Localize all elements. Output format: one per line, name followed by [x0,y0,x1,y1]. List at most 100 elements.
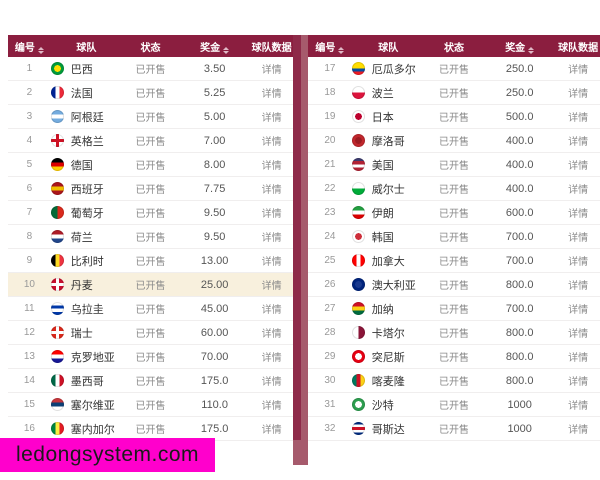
table-row[interactable]: 22 威尔士 已开售 400.0 详情 [308,177,600,201]
detail-link[interactable]: 详情 [568,328,589,340]
prize-value: 5.00 [203,110,226,123]
status-text: 已开售 [135,65,166,76]
detail-cell: 详情 [250,348,293,366]
scrollbar-thumb[interactable] [293,35,301,440]
table-row[interactable]: 2 法国 已开售 5.25 详情 [8,81,293,105]
table-row[interactable]: 21 美国 已开售 400.0 详情 [308,153,600,177]
detail-cell: 详情 [250,324,293,342]
table-row[interactable]: 7 葡萄牙 已开售 9.50 详情 [8,201,293,225]
team-name: 加纳 [371,303,394,316]
detail-link[interactable]: 详情 [568,136,589,148]
table-row[interactable]: 25 加拿大 已开售 700.0 详情 [308,249,600,273]
detail-link[interactable]: 详情 [568,88,589,100]
table-row[interactable]: 11 乌拉圭 已开售 45.00 详情 [8,297,293,321]
table-row[interactable]: 24 韩国 已开售 700.0 详情 [308,225,600,249]
detail-link[interactable]: 详情 [261,232,282,244]
sort-icon[interactable] [37,46,44,54]
table-row[interactable]: 15 塞尔维亚 已开售 110.0 详情 [8,393,293,417]
prize-value: 700.0 [505,254,534,267]
detail-link[interactable]: 详情 [568,280,589,292]
detail-link[interactable]: 详情 [568,304,589,316]
table-row[interactable]: 19 日本 已开售 500.0 详情 [308,105,600,129]
detail-link[interactable]: 详情 [261,208,282,220]
status-text: 已开售 [135,185,166,196]
table-row[interactable]: 17 厄瓜多尔 已开售 250.0 详情 [308,57,600,81]
table-row[interactable]: 13 克罗地亚 已开售 70.00 详情 [8,345,293,369]
detail-link[interactable]: 详情 [568,424,589,436]
table-row[interactable]: 8 荷兰 已开售 9.50 详情 [8,225,293,249]
detail-link[interactable]: 详情 [261,136,282,148]
table-row[interactable]: 29 突尼斯 已开售 800.0 详情 [308,345,600,369]
row-id: 20 [324,135,336,146]
table-row[interactable]: 3 阿根廷 已开售 5.00 详情 [8,105,293,129]
table-row[interactable]: 9 比利时 已开售 13.00 详情 [8,249,293,273]
sort-icon[interactable] [223,46,230,54]
column-header-prize[interactable]: 奖金 [483,39,556,54]
team-cell: 比利时 [50,253,122,269]
detail-link[interactable]: 详情 [261,424,282,436]
status-text: 已开售 [135,281,166,292]
detail-link[interactable]: 详情 [261,112,282,124]
detail-link[interactable]: 详情 [261,376,282,388]
detail-link[interactable]: 详情 [568,352,589,364]
table-row[interactable]: 30 喀麦隆 已开售 800.0 详情 [308,369,600,393]
detail-link[interactable]: 详情 [261,160,282,172]
team-cell: 沙特 [351,397,425,413]
detail-link[interactable]: 详情 [568,160,589,172]
detail-cell: 详情 [556,108,600,126]
prize-value: 250.0 [505,62,534,75]
detail-link[interactable]: 详情 [261,304,282,316]
prize-value: 400.0 [505,158,534,171]
table-row[interactable]: 1 巴西 已开售 3.50 详情 [8,57,293,81]
table-row[interactable]: 18 波兰 已开售 250.0 详情 [308,81,600,105]
team-name: 荷兰 [70,231,93,244]
table-row[interactable]: 6 西班牙 已开售 7.75 详情 [8,177,293,201]
detail-link[interactable]: 详情 [261,88,282,100]
table-scrollbar[interactable] [293,35,308,465]
team-flag-icon [50,62,64,75]
sort-icon[interactable] [528,46,535,54]
table-row[interactable]: 14 墨西哥 已开售 175.0 详情 [8,369,293,393]
detail-link[interactable]: 详情 [261,400,282,412]
table-row[interactable]: 26 澳大利亚 已开售 800.0 详情 [308,273,600,297]
detail-link[interactable]: 详情 [261,352,282,364]
detail-link[interactable]: 详情 [568,256,589,268]
table-row[interactable]: 28 卡塔尔 已开售 800.0 详情 [308,321,600,345]
table-row[interactable]: 32 哥斯达 已开售 1000 详情 [308,417,600,441]
column-header-id[interactable]: 编号 [308,39,352,54]
table-row[interactable]: 23 伊朗 已开售 600.0 详情 [308,201,600,225]
table-row[interactable]: 5 德国 已开售 8.00 详情 [8,153,293,177]
team-name: 沙特 [371,399,394,412]
detail-link[interactable]: 详情 [261,64,282,76]
detail-link[interactable]: 详情 [568,208,589,220]
table-row[interactable]: 20 摩洛哥 已开售 400.0 详情 [308,129,600,153]
sort-icon[interactable] [338,46,345,54]
detail-link[interactable]: 详情 [568,184,589,196]
team-flag-icon [50,374,64,387]
team-flag-icon [351,230,365,243]
table-row[interactable]: 31 沙特 已开售 1000 详情 [308,393,600,417]
detail-link[interactable]: 详情 [568,112,589,124]
team-cell: 墨西哥 [50,373,122,389]
prize-value: 175.0 [200,374,229,387]
detail-link[interactable]: 详情 [568,232,589,244]
column-header-prize[interactable]: 奖金 [179,39,250,54]
detail-link[interactable]: 详情 [261,280,282,292]
detail-link[interactable]: 详情 [261,328,282,340]
table-row[interactable]: 27 加纳 已开售 700.0 详情 [308,297,600,321]
column-header-status: 状态 [140,42,161,54]
detail-cell: 详情 [556,348,600,366]
detail-link[interactable]: 详情 [568,376,589,388]
detail-link[interactable]: 详情 [261,256,282,268]
detail-link[interactable]: 详情 [261,184,282,196]
table-row[interactable]: 12 瑞士 已开售 60.00 详情 [8,321,293,345]
row-id: 18 [324,87,336,98]
detail-link[interactable]: 详情 [568,64,589,76]
table-row[interactable]: 4 英格兰 已开售 7.00 详情 [8,129,293,153]
detail-link[interactable]: 详情 [568,400,589,412]
team-cell: 克罗地亚 [50,349,122,365]
team-name: 波兰 [371,87,394,100]
table-row[interactable]: 10 丹麦 已开售 25.00 详情 [8,273,293,297]
column-header-id[interactable]: 编号 [8,39,51,54]
prize-value: 110.0 [201,398,228,411]
